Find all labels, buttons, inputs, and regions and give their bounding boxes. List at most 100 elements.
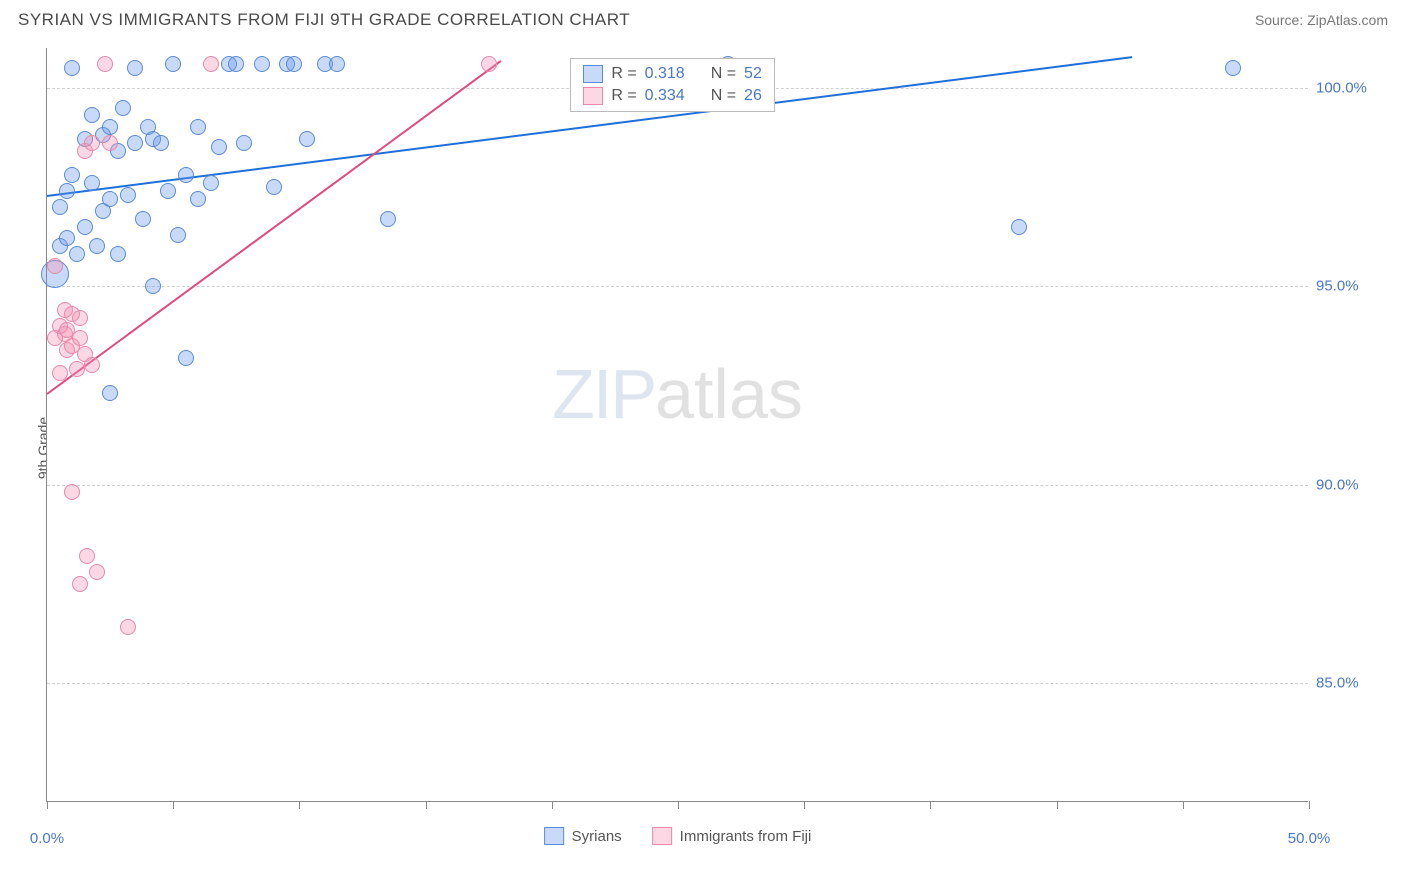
data-point	[178, 350, 194, 366]
data-point	[135, 211, 151, 227]
data-point	[89, 564, 105, 580]
data-point	[170, 227, 186, 243]
data-point	[481, 56, 497, 72]
y-tick-label: 100.0%	[1316, 79, 1386, 96]
n-value: 52	[744, 65, 762, 83]
data-point	[69, 246, 85, 262]
data-point	[64, 60, 80, 76]
watermark-atlas: atlas	[655, 355, 803, 433]
watermark: ZIPatlas	[552, 354, 803, 434]
source-label: Source: ZipAtlas.com	[1255, 12, 1388, 28]
data-point	[286, 56, 302, 72]
data-point	[127, 60, 143, 76]
data-point	[153, 135, 169, 151]
chart-title: SYRIAN VS IMMIGRANTS FROM FIJI 9TH GRADE…	[18, 10, 630, 30]
data-point	[160, 183, 176, 199]
x-tick	[552, 801, 553, 809]
x-tick	[1183, 801, 1184, 809]
data-point	[52, 365, 68, 381]
data-point	[329, 56, 345, 72]
data-point	[72, 576, 88, 592]
r-label: R =	[611, 65, 636, 83]
data-point	[120, 187, 136, 203]
data-point	[72, 330, 88, 346]
data-point	[115, 100, 131, 116]
r-value: 0.318	[645, 65, 685, 83]
data-point	[84, 357, 100, 373]
y-tick-label: 85.0%	[1316, 674, 1386, 691]
data-point	[127, 135, 143, 151]
data-point	[165, 56, 181, 72]
x-tick	[299, 801, 300, 809]
legend-item: Syrians	[544, 827, 622, 845]
legend-row: R = 0.318 N = 52	[583, 63, 762, 85]
data-point	[72, 310, 88, 326]
data-point	[52, 199, 68, 215]
y-tick-label: 90.0%	[1316, 476, 1386, 493]
data-point	[84, 107, 100, 123]
n-label: N =	[711, 65, 736, 83]
data-point	[211, 139, 227, 155]
data-point	[64, 167, 80, 183]
gridline-h	[47, 683, 1308, 684]
x-tick-label: 50.0%	[1288, 830, 1331, 847]
n-value: 26	[744, 87, 762, 105]
data-point	[190, 191, 206, 207]
legend-row: R = 0.334 N = 26	[583, 85, 762, 107]
legend-swatch	[544, 827, 564, 845]
data-point	[47, 258, 63, 274]
data-point	[64, 484, 80, 500]
data-point	[190, 119, 206, 135]
series-name: Immigrants from Fiji	[680, 828, 812, 845]
data-point	[84, 175, 100, 191]
data-point	[84, 135, 100, 151]
data-point	[254, 56, 270, 72]
x-tick	[804, 801, 805, 809]
data-point	[102, 385, 118, 401]
data-point	[236, 135, 252, 151]
data-point	[59, 183, 75, 199]
data-point	[1225, 60, 1241, 76]
data-point	[299, 131, 315, 147]
gridline-h	[47, 485, 1308, 486]
data-point	[1011, 219, 1027, 235]
data-point	[110, 246, 126, 262]
data-point	[97, 56, 113, 72]
r-label: R =	[611, 87, 636, 105]
data-point	[380, 211, 396, 227]
data-point	[77, 219, 93, 235]
data-point	[178, 167, 194, 183]
data-point	[203, 56, 219, 72]
series-name: Syrians	[572, 828, 622, 845]
data-point	[79, 548, 95, 564]
data-point	[203, 175, 219, 191]
data-point	[102, 191, 118, 207]
data-point	[102, 119, 118, 135]
correlation-legend: R = 0.318 N = 52 R = 0.334 N = 26	[570, 58, 775, 112]
plot-area: ZIPatlas 85.0%90.0%95.0%100.0%0.0%50.0%R…	[46, 48, 1308, 802]
data-point	[102, 135, 118, 151]
data-point	[89, 238, 105, 254]
data-point	[120, 619, 136, 635]
data-point	[228, 56, 244, 72]
r-value: 0.334	[645, 87, 685, 105]
x-tick-label: 0.0%	[30, 830, 64, 847]
x-tick	[1057, 801, 1058, 809]
y-tick-label: 95.0%	[1316, 278, 1386, 295]
data-point	[69, 361, 85, 377]
x-tick	[426, 801, 427, 809]
legend-swatch	[583, 87, 603, 105]
x-tick	[173, 801, 174, 809]
data-point	[145, 278, 161, 294]
n-label: N =	[711, 87, 736, 105]
gridline-h	[47, 286, 1308, 287]
x-tick	[1309, 801, 1310, 809]
watermark-zip: ZIP	[552, 355, 655, 433]
x-tick	[47, 801, 48, 809]
data-point	[266, 179, 282, 195]
chart-container: 9th Grade ZIPatlas 85.0%90.0%95.0%100.0%…	[46, 48, 1396, 848]
data-point	[59, 230, 75, 246]
x-tick	[930, 801, 931, 809]
legend-swatch	[583, 65, 603, 83]
legend-item: Immigrants from Fiji	[652, 827, 812, 845]
